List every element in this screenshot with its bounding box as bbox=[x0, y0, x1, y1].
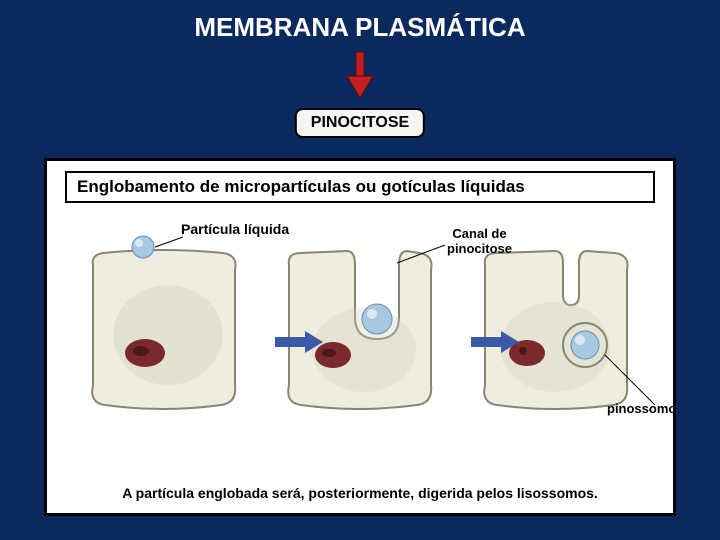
cell-stage-2 bbox=[269, 225, 449, 425]
subtitle-box: PINOCITOSE bbox=[295, 108, 425, 138]
cell-1-svg bbox=[73, 225, 253, 425]
footer-text: A partícula englobada será, posteriormen… bbox=[47, 485, 673, 501]
diagram-area: Partícula líquida bbox=[47, 215, 673, 435]
slide: MEMBRANA PLASMÁTICA PINOCITOSE Englobame… bbox=[0, 0, 720, 540]
down-arrow-icon bbox=[343, 50, 377, 105]
pinosome-label: pinossomo bbox=[607, 401, 676, 416]
description-box: Englobamento de micropartículas ou gotíc… bbox=[65, 171, 655, 203]
cell-2-svg bbox=[269, 225, 449, 425]
channel-label: Canal de pinocitose bbox=[447, 227, 512, 257]
content-panel: Englobamento de micropartículas ou gotíc… bbox=[44, 158, 676, 516]
page-title: MEMBRANA PLASMÁTICA bbox=[0, 12, 720, 43]
cell-stage-1: Partícula líquida bbox=[73, 225, 253, 425]
